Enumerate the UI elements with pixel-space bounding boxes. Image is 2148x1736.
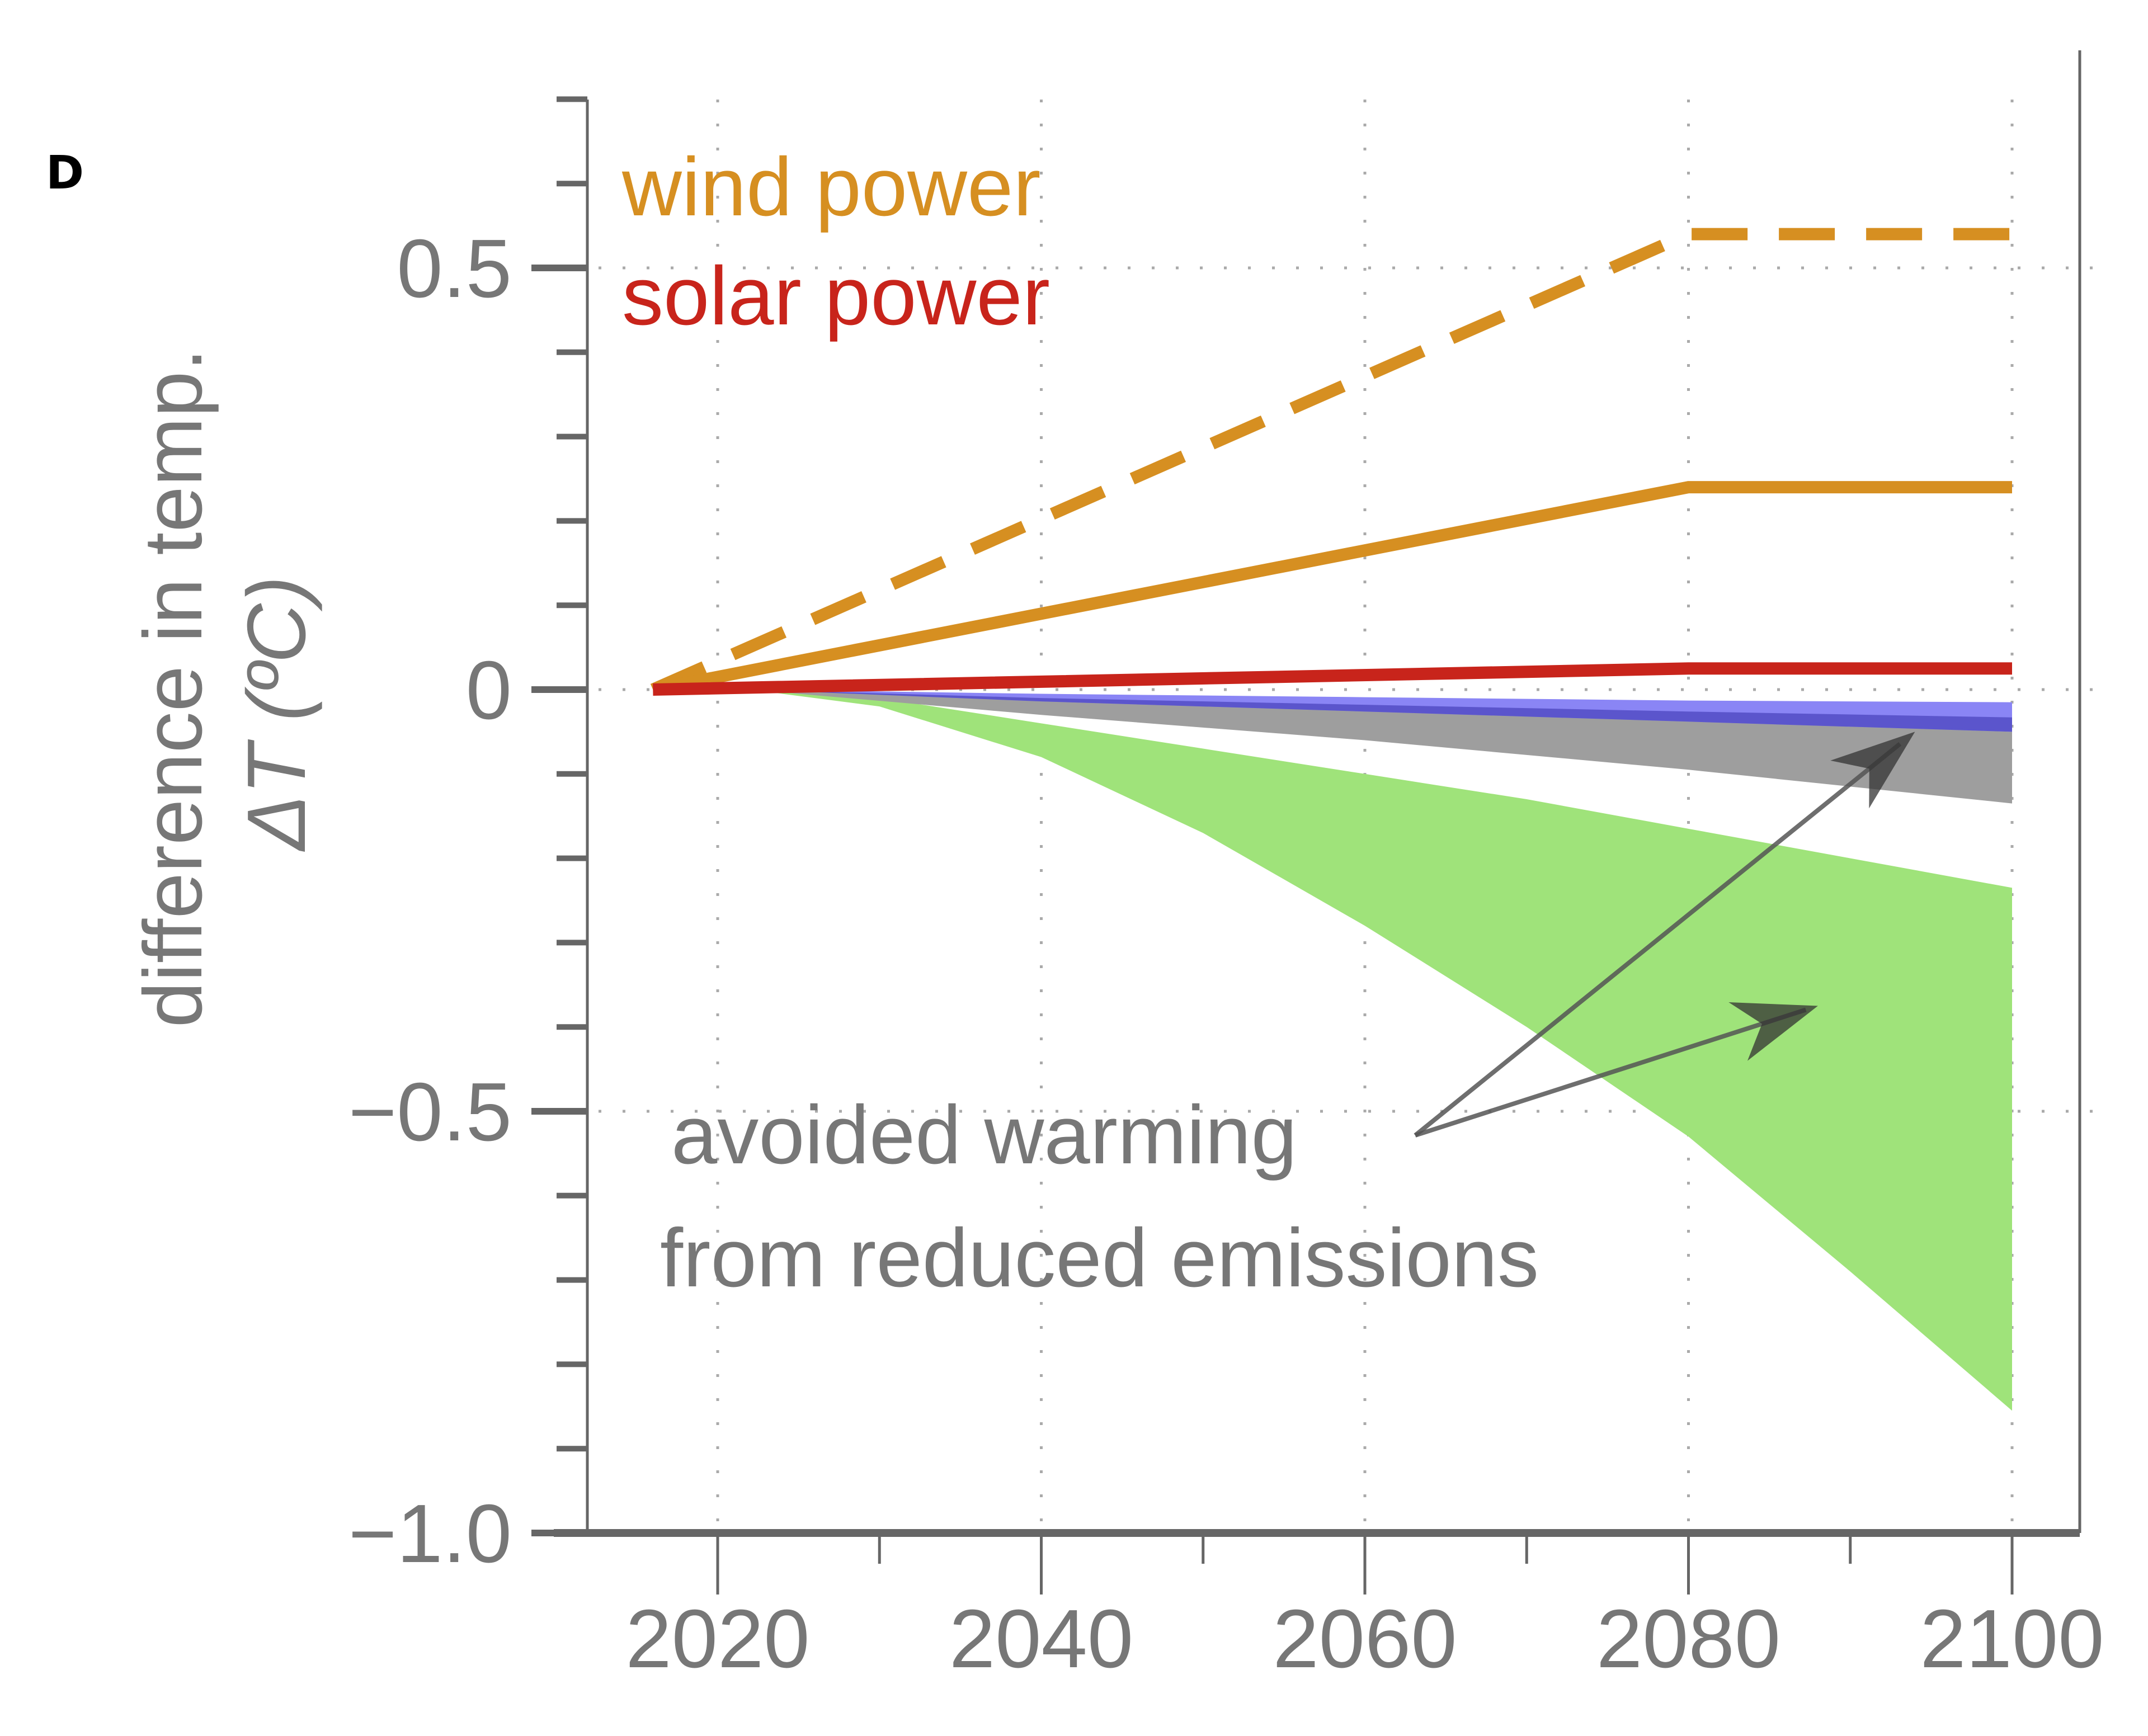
y-tick-label: −0.5 <box>348 1066 512 1158</box>
axes <box>554 50 2081 1537</box>
ticks: −1.0 −0.5 0 0.5 2020 2040 2060 2080 2100 <box>348 96 2104 1685</box>
panel-label: D <box>46 147 84 200</box>
annotation-arrow-line <box>1414 742 1902 1138</box>
x-tick-label: 2040 <box>949 1593 1133 1685</box>
legend-wind-power: wind power <box>621 141 1041 233</box>
y-axis-label: difference in temp. ΔT (ºC) <box>127 348 323 1028</box>
x-tick-label: 2080 <box>1596 1593 1780 1685</box>
y-axis-label-line1: difference in temp. <box>127 348 219 1028</box>
band-3 <box>750 690 2012 732</box>
y-axis-label-line2: ΔT (ºC) <box>230 576 323 852</box>
x-tick-label: 2020 <box>625 1593 809 1685</box>
annotation-arrow-line <box>1414 1007 1807 1138</box>
y-tick-label: −1.0 <box>348 1488 512 1580</box>
series-line-1 <box>652 481 2012 696</box>
annotation-arrow-head <box>1728 1002 1818 1061</box>
annotation-arrow-head <box>1830 732 1915 809</box>
series-lines <box>650 228 2012 696</box>
bands <box>750 690 2012 1411</box>
y-tick-label: 0.5 <box>397 223 512 315</box>
x-tick-label: 2100 <box>1920 1593 2104 1685</box>
series-line-0 <box>650 228 2012 696</box>
legend: wind power solar power <box>621 141 1050 342</box>
band-0 <box>750 690 2012 1411</box>
x-tick-label: 2060 <box>1273 1593 1457 1685</box>
legend-solar-power: solar power <box>622 250 1050 342</box>
annotation-line1: avoided warming <box>671 1089 1297 1181</box>
y-tick-label: 0 <box>466 644 512 737</box>
annotation: avoided warming from reduced emissions <box>660 732 1915 1304</box>
series-line-2 <box>653 662 2012 696</box>
band-1 <box>750 690 2012 804</box>
annotation-line2: from reduced emissions <box>660 1212 1539 1304</box>
